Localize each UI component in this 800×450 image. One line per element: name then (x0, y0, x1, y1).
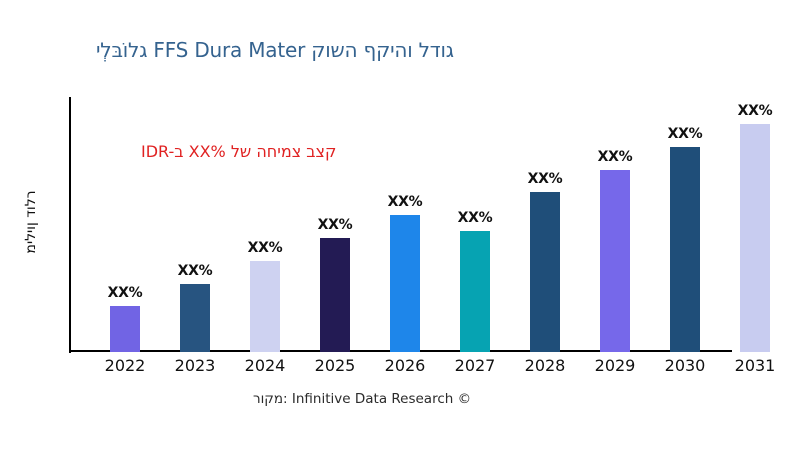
bar-2022 (110, 306, 140, 352)
bar-2023 (180, 284, 210, 352)
bar-value-label-2029: XX% (597, 149, 633, 165)
x-tick-label-2027: 2027 (454, 356, 496, 375)
bar-value-label-2025: XX% (317, 217, 353, 233)
bar-value-label-2031: XX% (737, 103, 773, 119)
bar-2028 (530, 192, 560, 352)
x-tick-label-2031: 2031 (734, 356, 776, 375)
bar-value-label-2026: XX% (387, 194, 423, 210)
bar-value-label-2024: XX% (247, 240, 283, 256)
x-tick-label-2023: 2023 (174, 356, 216, 375)
x-tick-label-2025: 2025 (314, 356, 356, 375)
y-axis-line (69, 97, 71, 353)
x-tick-label-2030: 2030 (664, 356, 706, 375)
bar-2030 (670, 147, 700, 352)
bar-value-label-2022: XX% (107, 285, 143, 301)
bar-2024 (250, 261, 280, 352)
y-axis-label: מיליון דולר (23, 190, 39, 254)
x-tick-label-2029: 2029 (594, 356, 636, 375)
x-tick-label-2028: 2028 (524, 356, 566, 375)
bar-2031 (740, 124, 770, 352)
bar-2025 (320, 238, 350, 352)
x-tick-label-2026: 2026 (384, 356, 426, 375)
x-tick-label-2024: 2024 (244, 356, 286, 375)
chart-title: ילְבּוֹלג FFS Dura Mater קושה ףקיהו לדוג (96, 38, 454, 62)
bar-2026 (390, 215, 420, 352)
bar-value-label-2027: XX% (457, 210, 493, 226)
bar-2029 (600, 170, 630, 352)
source-footer: רוקמ: Infinitive Data Research © (253, 391, 472, 407)
bar-value-label-2023: XX% (177, 263, 213, 279)
bar-value-label-2030: XX% (667, 126, 703, 142)
growth-rate-annotation: IDR-ב XX% לש החימצ בצק (141, 142, 337, 161)
x-tick-label-2022: 2022 (104, 356, 146, 375)
bar-value-label-2028: XX% (527, 171, 563, 187)
bar-2027 (460, 231, 490, 352)
